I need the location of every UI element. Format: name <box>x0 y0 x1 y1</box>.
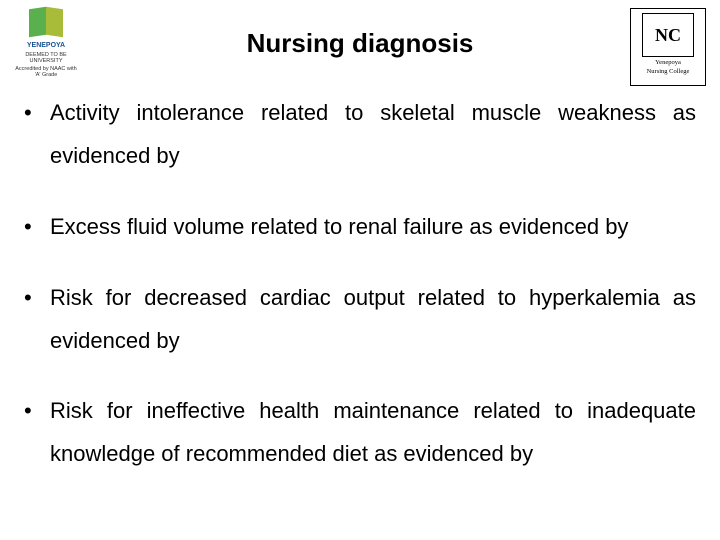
list-item: • Risk for decreased cardiac output rela… <box>24 277 696 363</box>
list-item: • Excess fluid volume related to renal f… <box>24 206 696 249</box>
bullet-text: Risk for decreased cardiac output relate… <box>50 277 696 363</box>
college-line1: Yenepoya <box>635 59 701 66</box>
list-item: • Activity intolerance related to skelet… <box>24 92 696 178</box>
bullet-dot: • <box>24 92 50 178</box>
bullet-dot: • <box>24 390 50 476</box>
bullet-list: • Activity intolerance related to skelet… <box>24 92 696 504</box>
bullet-text: Excess fluid volume related to renal fai… <box>50 206 696 249</box>
university-subtitle-2: Accredited by NAAC with 'A' Grade <box>12 66 80 78</box>
college-line2: Nursing College <box>635 68 701 75</box>
list-item: • Risk for ineffective health maintenanc… <box>24 390 696 476</box>
slide-title: Nursing diagnosis <box>0 28 720 59</box>
bullet-dot: • <box>24 277 50 363</box>
bullet-text: Risk for ineffective health maintenance … <box>50 390 696 476</box>
bullet-text: Activity intolerance related to skeletal… <box>50 92 696 178</box>
bullet-dot: • <box>24 206 50 249</box>
